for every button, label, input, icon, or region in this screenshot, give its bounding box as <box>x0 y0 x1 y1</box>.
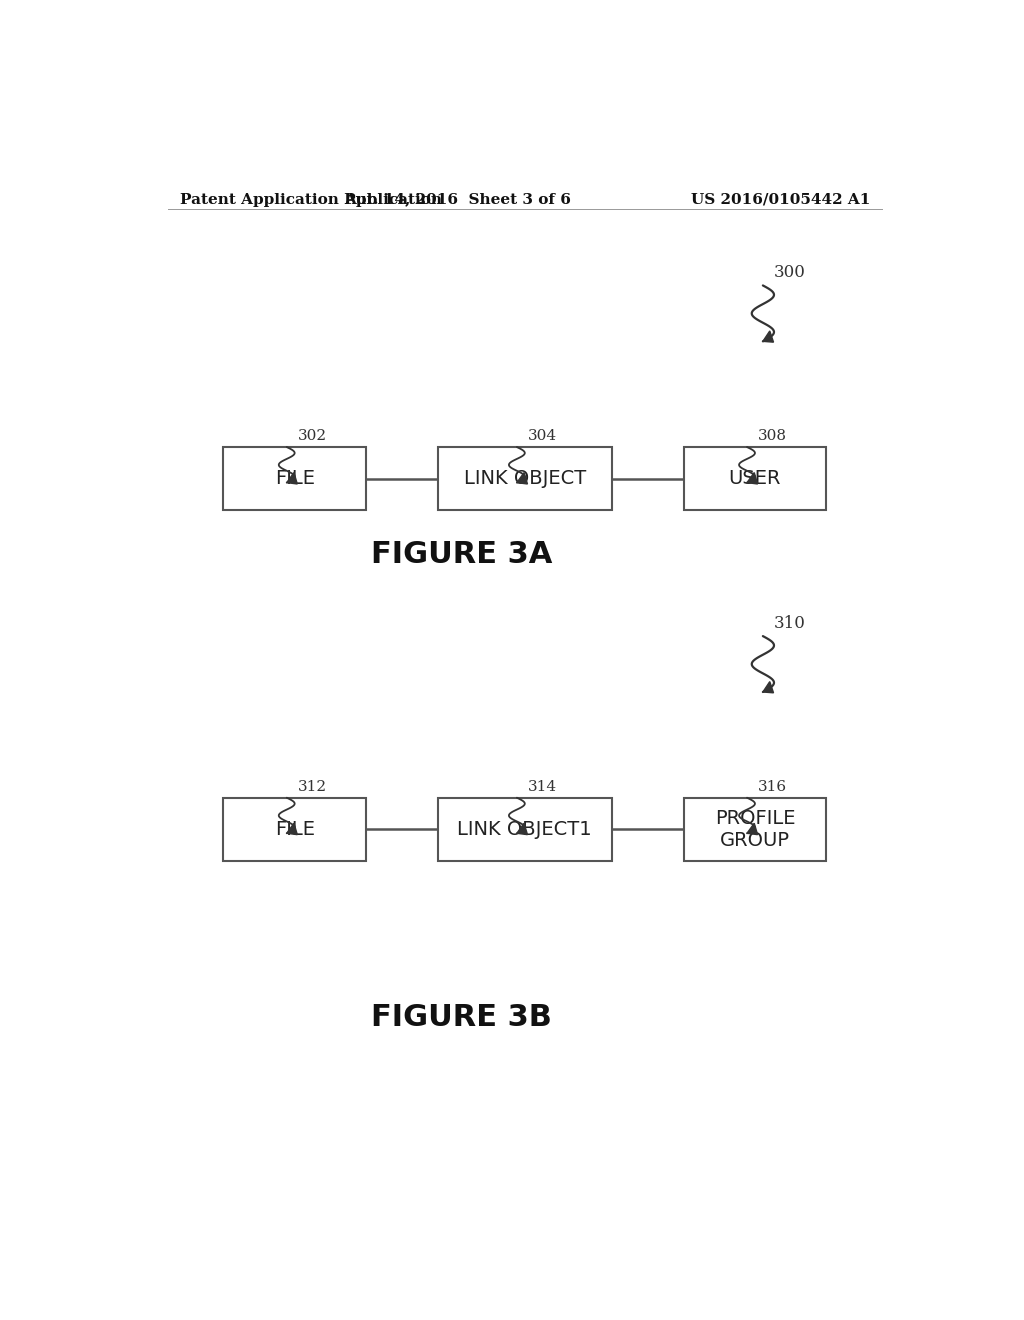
Text: 300: 300 <box>774 264 806 281</box>
Text: 310: 310 <box>774 615 806 632</box>
Text: Apr. 14, 2016  Sheet 3 of 6: Apr. 14, 2016 Sheet 3 of 6 <box>344 193 570 207</box>
Text: LINK OBJECT: LINK OBJECT <box>464 469 586 488</box>
Polygon shape <box>763 331 773 342</box>
Text: FILE: FILE <box>274 469 314 488</box>
Bar <box>437 447 612 510</box>
Polygon shape <box>287 824 297 834</box>
Text: 308: 308 <box>758 429 787 444</box>
Text: USER: USER <box>729 469 781 488</box>
Bar <box>223 797 367 861</box>
Text: FIGURE 3B: FIGURE 3B <box>371 1003 552 1032</box>
Text: FILE: FILE <box>274 820 314 838</box>
Bar <box>223 447 367 510</box>
Polygon shape <box>748 824 758 834</box>
Polygon shape <box>748 473 758 484</box>
Text: LINK OBJECT1: LINK OBJECT1 <box>458 820 592 838</box>
Polygon shape <box>517 824 527 834</box>
Bar <box>437 797 612 861</box>
Text: US 2016/0105442 A1: US 2016/0105442 A1 <box>690 193 870 207</box>
Text: 312: 312 <box>298 780 327 793</box>
Text: 316: 316 <box>758 780 787 793</box>
Text: FIGURE 3A: FIGURE 3A <box>371 540 552 569</box>
Polygon shape <box>287 473 297 484</box>
Text: 314: 314 <box>528 780 557 793</box>
Text: 304: 304 <box>528 429 557 444</box>
Text: PROFILE
GROUP: PROFILE GROUP <box>715 809 796 850</box>
Text: Patent Application Publication: Patent Application Publication <box>179 193 441 207</box>
Bar <box>684 447 826 510</box>
Text: 302: 302 <box>298 429 327 444</box>
Bar <box>684 797 826 861</box>
Polygon shape <box>763 681 773 693</box>
Polygon shape <box>517 473 527 484</box>
